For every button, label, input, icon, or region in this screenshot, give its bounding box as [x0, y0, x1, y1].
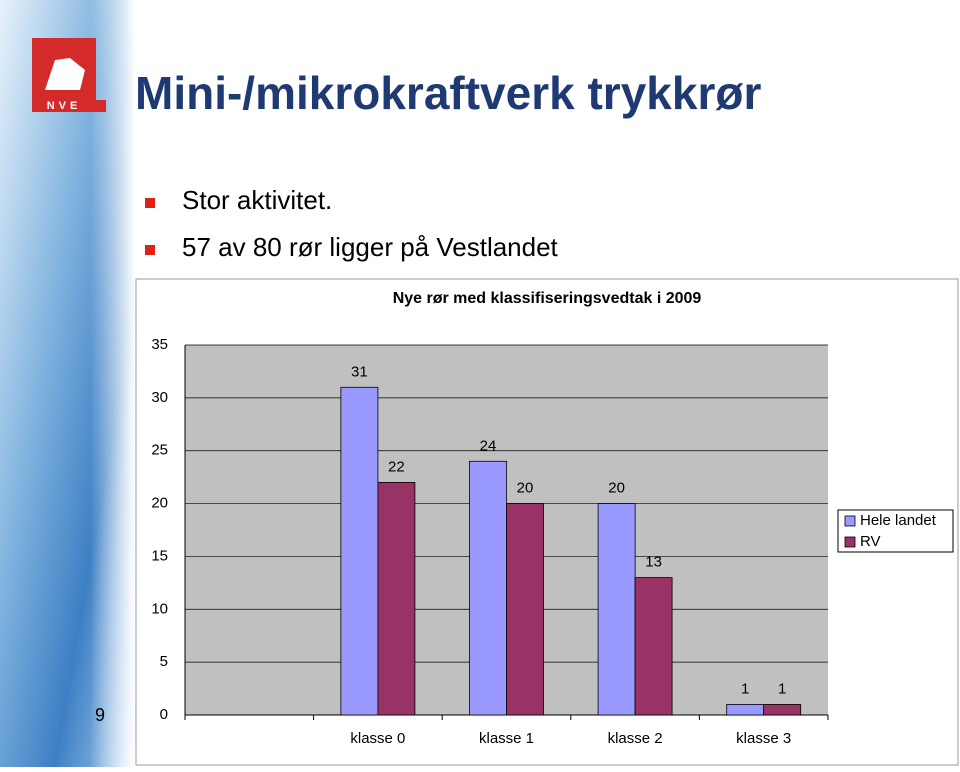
slide-title: Mini-/mikrokraftverk trykkrør [135, 67, 761, 119]
value-label: 20 [608, 480, 625, 497]
legend-label: RV [860, 533, 881, 550]
legend-swatch [844, 515, 856, 527]
logo-text: NVE [47, 100, 82, 112]
y-tick-label: 25 [151, 442, 168, 459]
bar [469, 460, 507, 716]
legend-swatch [844, 536, 856, 548]
value-label: 1 [741, 680, 749, 697]
value-label: 13 [645, 554, 662, 571]
value-label: 20 [517, 480, 534, 497]
chart-title: Nye rør med klassifiseringsvedtak i 2009 [393, 290, 702, 307]
legend-label: Hele landet [860, 512, 937, 529]
bar [597, 503, 636, 716]
bar [377, 482, 416, 716]
bullet-text: Stor aktivitet. [182, 185, 332, 215]
bullet-marker [145, 198, 155, 208]
y-tick-label: 30 [151, 389, 168, 406]
x-tick-label: klasse 0 [350, 730, 405, 747]
logo-emblem [45, 58, 85, 90]
background-fade [90, 0, 135, 767]
bullet-marker [145, 245, 155, 255]
legend-box [837, 509, 954, 553]
y-tick-label: 20 [151, 495, 168, 512]
page-number: 9 [95, 705, 105, 725]
bar [763, 704, 802, 716]
x-tick-label: klasse 3 [736, 730, 791, 747]
bar [634, 577, 673, 716]
y-tick-label: 10 [151, 600, 168, 617]
y-tick-label: 15 [151, 547, 168, 564]
bar [506, 503, 544, 716]
value-label: 22 [388, 458, 405, 475]
y-tick-label: 5 [160, 653, 168, 670]
value-label: 1 [778, 680, 786, 697]
logo-band [32, 100, 106, 112]
value-label: 31 [351, 363, 368, 380]
x-tick-label: klasse 2 [608, 730, 663, 747]
x-tick-label: klasse 1 [479, 730, 534, 747]
y-tick-label: 0 [160, 706, 168, 723]
y-tick-label: 35 [151, 336, 168, 353]
bar [726, 704, 765, 716]
value-label: 24 [480, 437, 497, 454]
bar [340, 386, 379, 716]
bullet-text: 57 av 80 rør ligger på Vestlandet [182, 232, 559, 262]
